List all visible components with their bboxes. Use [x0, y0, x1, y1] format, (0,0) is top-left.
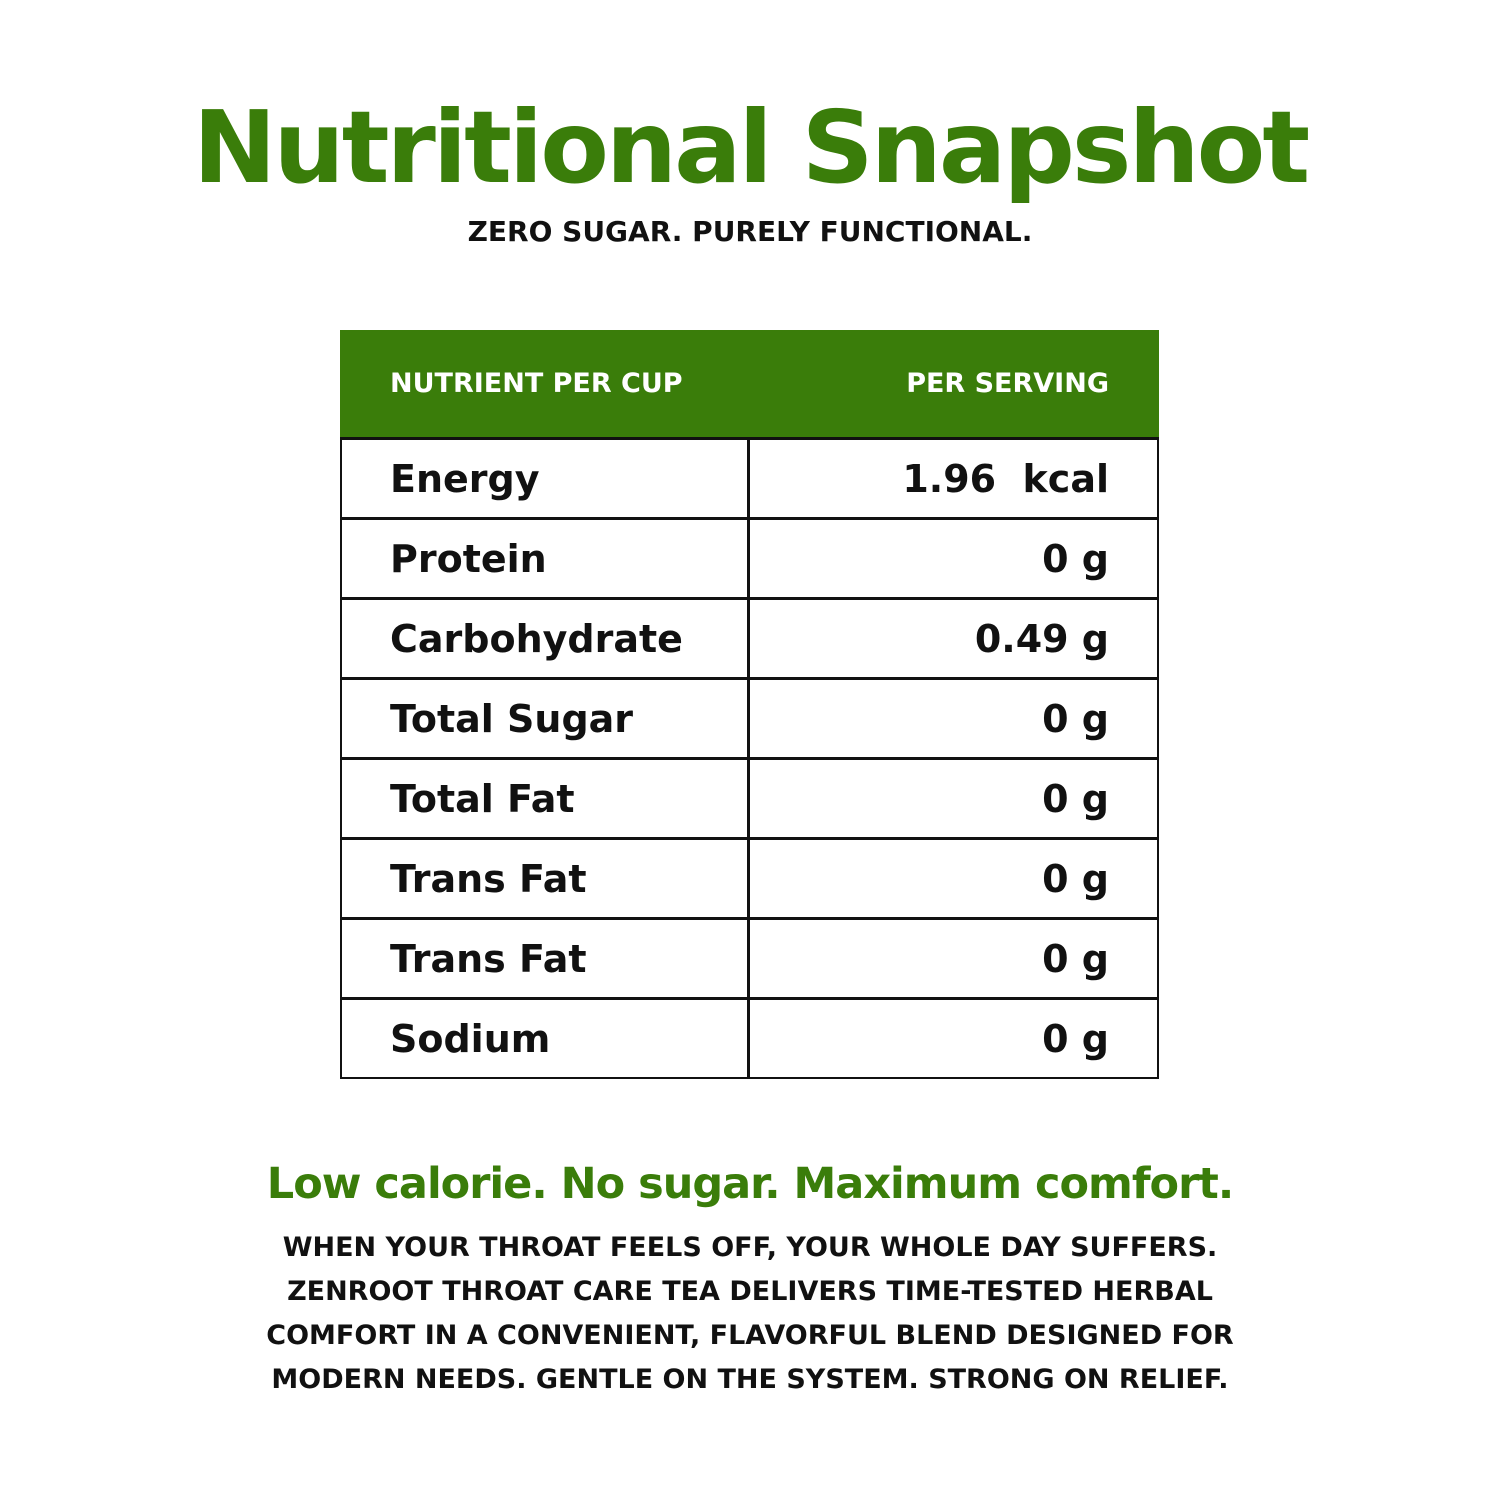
description-line: MODERN NEEDS. GENTLE ON THE SYSTEM. STRO… — [271, 1364, 1229, 1395]
table-row: Carbohydrate 0.49 g — [342, 597, 1157, 677]
nutrition-table: NUTRIENT PER CUP PER SERVING Energy 1.96… — [340, 330, 1159, 1079]
table-body: Energy 1.96 kcal Protein 0 g Carbohydrat… — [340, 437, 1159, 1079]
nutrient-value: 0 g — [1042, 536, 1109, 581]
nutrient-value: 0 g — [1042, 776, 1109, 821]
nutrient-name: Energy — [342, 440, 750, 517]
page-subtitle: ZERO SUGAR. PURELY FUNCTIONAL. — [467, 215, 1033, 248]
nutrient-name: Total Fat — [342, 760, 750, 837]
nutrient-value: 0.49 g — [974, 616, 1109, 661]
nutrient-name: Sodium — [342, 1000, 750, 1077]
page-title: Nutritional Snapshot — [192, 89, 1310, 206]
description-line: COMFORT IN A CONVENIENT, FLAVORFUL BLEND… — [266, 1320, 1234, 1351]
nutrient-value: 1.96 kcal — [902, 456, 1109, 501]
nutrient-name: Trans Fat — [342, 840, 750, 917]
table-row: Protein 0 g — [342, 517, 1157, 597]
nutrient-value: 0 g — [1042, 856, 1109, 901]
table-row: Trans Fat 0 g — [342, 917, 1157, 997]
table-row: Energy 1.96 kcal — [342, 437, 1157, 517]
description-line: ZENROOT THROAT CARE TEA DELIVERS TIME-TE… — [287, 1276, 1213, 1307]
nutrient-value: 0 g — [1042, 936, 1109, 981]
table-row: Total Fat 0 g — [342, 757, 1157, 837]
table-row: Trans Fat 0 g — [342, 837, 1157, 917]
nutrient-name: Trans Fat — [342, 920, 750, 997]
nutrient-value: 0 g — [1042, 1016, 1109, 1061]
nutrient-value: 0 g — [1042, 696, 1109, 741]
nutrient-name: Total Sugar — [342, 680, 750, 757]
product-description: WHEN YOUR THROAT FEELS OFF, YOUR WHOLE D… — [150, 1226, 1350, 1402]
tagline: Low calorie. No sugar. Maximum comfort. — [266, 1159, 1234, 1209]
table-row: Total Sugar 0 g — [342, 677, 1157, 757]
table-header: NUTRIENT PER CUP PER SERVING — [340, 330, 1159, 437]
table-row: Sodium 0 g — [342, 997, 1157, 1077]
nutrient-name: Protein — [342, 520, 750, 597]
column-header-per-serving: PER SERVING — [906, 368, 1109, 399]
description-line: WHEN YOUR THROAT FEELS OFF, YOUR WHOLE D… — [282, 1232, 1218, 1263]
column-header-nutrient: NUTRIENT PER CUP — [390, 368, 683, 399]
nutrient-name: Carbohydrate — [342, 600, 750, 677]
